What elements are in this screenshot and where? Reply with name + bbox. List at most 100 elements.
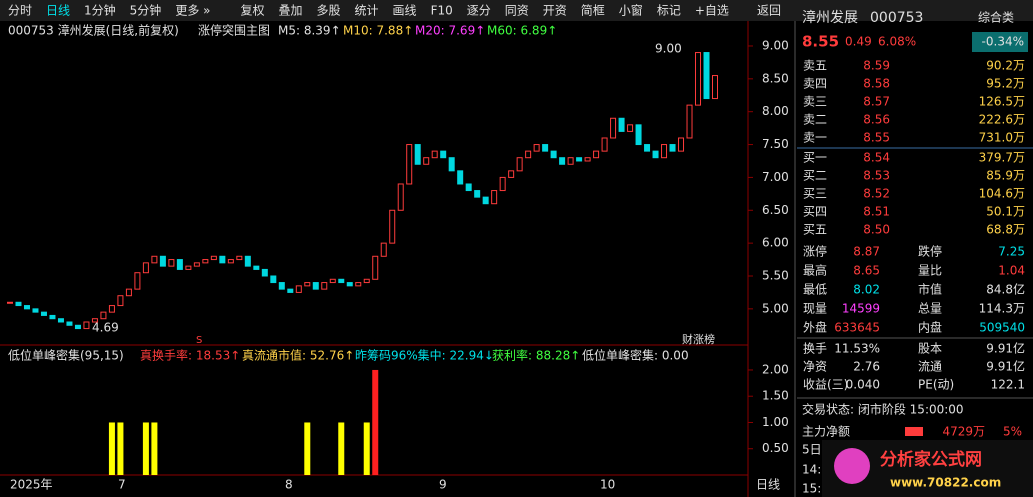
candle [210, 255, 217, 261]
candle [652, 150, 659, 159]
sector-pct: -0.34% [982, 35, 1024, 49]
readout: 真流通市值: 52.76↑ [242, 348, 354, 363]
candle [440, 150, 447, 159]
candle [32, 308, 39, 313]
toolbar-button[interactable]: 日线 [46, 4, 70, 18]
candle [465, 183, 472, 192]
candle [83, 321, 90, 330]
stock-code: 000753 [870, 10, 923, 26]
candle [406, 144, 413, 185]
candle [227, 259, 234, 264]
signal-bar [304, 422, 311, 475]
toolbar-button[interactable]: 5分钟 [130, 3, 162, 18]
signal-bar [363, 422, 370, 475]
candle [40, 311, 47, 316]
y-tick-label: 8.50 [762, 71, 789, 85]
toolbar-button[interactable]: 开资 [543, 4, 567, 18]
signal-bar [372, 369, 379, 475]
candle [635, 124, 642, 146]
ma-label: M10: 7.88↑ [343, 24, 413, 38]
chart-title: 000753 漳州发展(日线,前复权) [8, 23, 179, 38]
toolbar-button[interactable]: 更多 » [175, 4, 210, 18]
toolbar-button[interactable]: 简框 [581, 4, 605, 18]
stat-label: 跌停 [918, 244, 942, 259]
candle [355, 282, 362, 287]
candle [253, 265, 260, 270]
book-volume: 85.9万 [986, 169, 1025, 183]
candle [57, 318, 64, 323]
high-label: 9.00 [655, 42, 682, 56]
candle [202, 259, 209, 264]
y-tick-label: 1.50 [762, 389, 789, 403]
toolbar-button[interactable]: 复权 [240, 4, 264, 18]
candle [431, 150, 438, 159]
candle [270, 275, 277, 284]
stat-value: 7.25 [998, 245, 1025, 259]
sector[interactable]: 综合类 [978, 10, 1014, 25]
candle [712, 75, 718, 100]
candle [151, 255, 158, 264]
candle [703, 52, 710, 100]
candle [312, 282, 319, 290]
period[interactable]: 日线 [756, 478, 780, 492]
pct: 6.08% [878, 35, 916, 49]
toolbar-button[interactable]: F10 [431, 4, 453, 18]
stat-label: 涨停 [803, 244, 827, 259]
toolbar-button[interactable]: 同资 [505, 4, 529, 18]
y-tick-label: 6.50 [762, 203, 789, 217]
candle [244, 255, 251, 267]
stat-value: 8.87 [853, 245, 880, 259]
toolbar-button[interactable]: 1分钟 [84, 3, 116, 18]
stat-value: 11.53% [834, 342, 880, 356]
book-label: 买三 [803, 187, 827, 201]
book-price: 8.58 [863, 77, 890, 91]
toolbar-button[interactable]: 小窗 [619, 4, 643, 18]
book-volume: 95.2万 [986, 77, 1025, 91]
book-label: 卖三 [803, 95, 827, 109]
candle [287, 288, 294, 293]
candle [542, 144, 549, 152]
net-icon [905, 427, 923, 436]
candle [321, 282, 328, 290]
toolbar-button[interactable]: +自选 [695, 4, 729, 18]
candle [482, 196, 489, 205]
main-net-label: 主力净额 [802, 425, 850, 439]
book-price: 8.54 [863, 151, 890, 165]
book-volume: 126.5万 [979, 95, 1025, 109]
book-volume: 731.0万 [979, 131, 1025, 145]
stock-name: 漳州发展 [802, 9, 858, 26]
stat-value: 2.76 [853, 360, 880, 374]
stat-label: PE(动) [918, 378, 954, 392]
signal-bar [117, 422, 124, 475]
main-net: 4729万 [942, 425, 985, 439]
candle [159, 255, 166, 267]
candle [66, 321, 73, 326]
book-label: 买二 [803, 169, 827, 183]
candle [610, 117, 617, 139]
book-price: 8.55 [863, 131, 890, 145]
book-label: 买一 [803, 151, 827, 165]
low-label: 4.69 [92, 321, 119, 335]
toolbar-button[interactable]: 叠加 [279, 4, 303, 18]
toolbar-button[interactable]: 分时 [8, 4, 32, 18]
days: 5日 [802, 443, 822, 457]
candle [474, 190, 481, 198]
toolbar-button[interactable]: 多股 [317, 4, 341, 18]
toolbar-button[interactable]: 画线 [393, 4, 417, 18]
candle [304, 282, 311, 287]
candle [678, 137, 685, 152]
toolbar-button[interactable]: 统计 [355, 4, 379, 18]
candle [584, 157, 591, 162]
toolbar-button[interactable]: 返回 [757, 4, 781, 18]
candle [236, 255, 243, 261]
book-price: 8.50 [863, 223, 890, 237]
indicator-name: 涨停突围主图 [198, 23, 270, 38]
book-label: 卖一 [803, 131, 827, 145]
x-label: 7 [118, 478, 126, 492]
book-label: 卖五 [803, 59, 827, 73]
toolbar-button[interactable]: 标记 [657, 4, 681, 18]
candle [74, 324, 81, 330]
toolbar-button[interactable]: 逐分 [467, 4, 491, 18]
candle [423, 157, 430, 165]
stat-value: 84.8亿 [986, 282, 1025, 297]
